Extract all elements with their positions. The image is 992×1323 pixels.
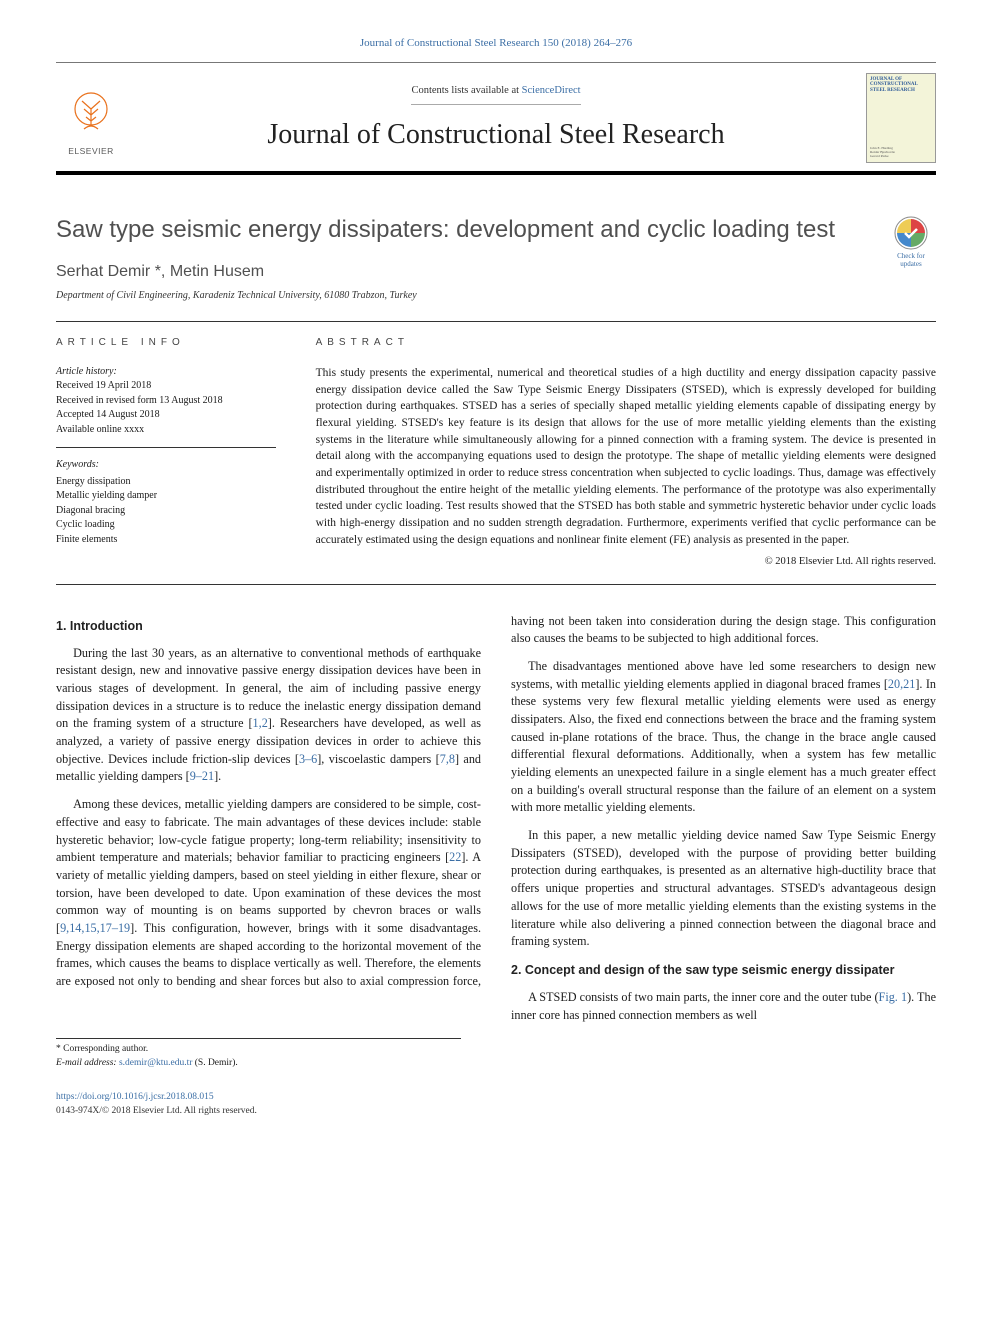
- masthead: ELSEVIER Contents lists available at Sci…: [56, 62, 936, 175]
- text-run: Among these devices, metallic yielding d…: [56, 797, 481, 864]
- text-run: ], viscoelastic dampers [: [317, 752, 439, 766]
- keyword: Diagonal bracing: [56, 504, 276, 519]
- corresponding-footnote: * Corresponding author. E-mail address: …: [56, 1038, 461, 1071]
- body-paragraph: In this paper, a new metallic yielding d…: [511, 827, 936, 951]
- history-label: Article history:: [56, 365, 276, 380]
- keyword: Finite elements: [56, 533, 276, 548]
- article-info-heading: ARTICLE INFO: [56, 336, 276, 351]
- keyword: Cyclic loading: [56, 518, 276, 533]
- journal-cover-thumb: JOURNAL OF CONSTRUCTIONAL STEEL RESEARCH…: [866, 73, 936, 163]
- abstract-copyright: © 2018 Elsevier Ltd. All rights reserved…: [316, 554, 936, 569]
- cover-title: JOURNAL OF CONSTRUCTIONAL STEEL RESEARCH: [870, 77, 932, 94]
- affiliation: Department of Civil Engineering, Karaden…: [56, 289, 936, 304]
- journal-title: Journal of Constructional Steel Research: [154, 115, 838, 156]
- text-run: The disadvantages mentioned above have l…: [511, 659, 936, 691]
- history-line: Received in revised form 13 August 2018: [56, 394, 276, 409]
- ref-link[interactable]: 3–6: [299, 752, 317, 766]
- text-run: ]. In these systems very few flexural me…: [511, 677, 936, 815]
- history-line: Accepted 14 August 2018: [56, 408, 276, 423]
- corresponding-author: * Corresponding author.: [56, 1043, 461, 1057]
- body-paragraph: A STSED consists of two main parts, the …: [511, 989, 936, 1024]
- email-label: E-mail address:: [56, 1058, 119, 1068]
- ref-link[interactable]: 7,8: [440, 752, 455, 766]
- author-list: Serhat Demir *, Metin Husem: [56, 260, 936, 283]
- figure-ref-link[interactable]: Fig. 1: [879, 990, 908, 1004]
- ref-link[interactable]: 9,14,15,17–19: [60, 921, 130, 935]
- lists-available-line: Contents lists available at ScienceDirec…: [411, 83, 580, 105]
- issn-copyright: 0143-974X/© 2018 Elsevier Ltd. All right…: [56, 1105, 936, 1119]
- lists-prefix: Contents lists available at: [411, 85, 521, 96]
- abstract-text: This study presents the experimental, nu…: [316, 365, 936, 548]
- article-title: Saw type seismic energy dissipaters: dev…: [56, 213, 936, 248]
- history-line: Available online xxxx: [56, 423, 276, 438]
- check-for-updates-badge[interactable]: Check for updates: [886, 215, 936, 268]
- elsevier-tree-icon: [64, 89, 118, 143]
- running-header: Journal of Constructional Steel Research…: [56, 36, 936, 52]
- abstract-heading: ABSTRACT: [316, 336, 936, 351]
- text-run: ].: [214, 769, 221, 783]
- body-paragraph: The disadvantages mentioned above have l…: [511, 658, 936, 817]
- email-owner: (S. Demir).: [192, 1058, 237, 1068]
- keyword: Energy dissipation: [56, 475, 276, 490]
- ref-link[interactable]: 9–21: [190, 769, 214, 783]
- doi-link[interactable]: https://doi.org/10.1016/j.jcsr.2018.08.0…: [56, 1092, 214, 1102]
- body-paragraph: During the last 30 years, as an alternat…: [56, 645, 481, 787]
- email-link[interactable]: s.demir@ktu.edu.tr: [119, 1058, 192, 1068]
- section-heading-1: 1. Introduction: [56, 617, 481, 635]
- section-heading-2: 2. Concept and design of the saw type se…: [511, 961, 936, 979]
- page-footer: https://doi.org/10.1016/j.jcsr.2018.08.0…: [56, 1091, 936, 1119]
- check-updates-icon: [893, 215, 929, 251]
- elsevier-wordmark: ELSEVIER: [68, 145, 114, 157]
- ref-link[interactable]: 20,21: [888, 677, 915, 691]
- elsevier-logo: ELSEVIER: [56, 79, 126, 157]
- history-line: Received 19 April 2018: [56, 379, 276, 394]
- text-run: A STSED consists of two main parts, the …: [528, 990, 878, 1004]
- keyword: Metallic yielding damper: [56, 489, 276, 504]
- ref-link[interactable]: 22: [449, 850, 461, 864]
- body-columns: 1. Introduction During the last 30 years…: [56, 613, 936, 1025]
- ref-link[interactable]: 1,2: [253, 716, 268, 730]
- sciencedirect-link[interactable]: ScienceDirect: [522, 85, 581, 96]
- keywords-label: Keywords:: [56, 458, 276, 473]
- check-updates-label: Check for updates: [886, 253, 936, 268]
